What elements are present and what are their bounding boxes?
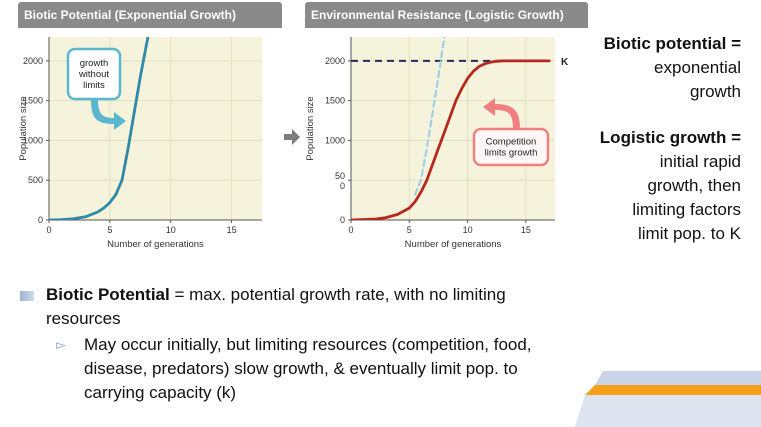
note1-title: Biotic potential = [603,34,741,53]
bullet-definition: = max. potential growth rate, with no li… [46,285,506,328]
growth-curve [351,59,551,220]
y-tick-label: 500 [28,175,43,185]
logistic-growth-panel: Environmental Resistance (Logistic Growt… [305,2,588,258]
annotation-callout: growth without limits [66,47,126,130]
exponential-reference-line [413,37,446,196]
triangle-bullet-icon: ▻ [56,337,66,352]
y-tick-label: 0 [340,215,345,225]
growth-curve [49,37,150,220]
annotation-text: Competition limits growth [485,137,538,159]
x-tick-label: 15 [521,225,531,235]
decorative-corner-stripes [575,371,761,427]
y-tick-label: 2000 [23,56,43,66]
biotic-potential-note: Biotic potential = exponential growth [604,32,741,104]
y-tick-label: 1000 [23,135,43,145]
bullet-item-sub: ▻ May occur initially, but limiting reso… [20,333,560,405]
square-bullet-icon [20,291,34,301]
y-tick-label: 1500 [325,96,345,106]
bullet-item-main: Biotic Potential = max. potential growth… [20,283,560,331]
bullet-term: Biotic Potential [46,285,170,304]
note2-line3: limiting factors [632,200,741,219]
note2-line2: growth, then [647,176,741,195]
y-axis-label: Population size [305,96,316,160]
logistic-growth-note: Logistic growth = initial rapid growth, … [600,126,741,246]
y-tick-label: 0 [38,215,43,225]
left-panel-title: Biotic Potential (Exponential Growth) [18,2,282,28]
bullet-list: Biotic Potential = max. potential growth… [20,283,560,405]
logistic-growth-chart: 0 5 10 15 0 50 0 1000 1500 2000 Number of generati… [305,37,569,250]
note1-line2: growth [689,82,741,101]
note2-line1: initial rapid [659,152,741,171]
exponential-growth-panel: Biotic Potential (Exponential Growth) 0 5… [18,2,282,258]
note2-line4: limit pop. to K [638,224,741,243]
x-tick-label: 0 [46,225,51,235]
x-axis-label: Number of generations [405,239,502,250]
y-tick-label: 1500 [23,96,43,106]
annotation-callout: Competition limits growth [472,98,550,167]
carrying-capacity-label: K [561,57,569,68]
bullet-main-text: Biotic Potential = max. potential growth… [20,283,560,331]
x-tick-label: 0 [348,225,353,235]
x-axis-label: Number of generations [107,239,204,250]
y-tick-label: 1000 [325,135,345,145]
right-panel-title: Environmental Resistance (Logistic Growt… [305,2,588,28]
y-axis-label: Population size [18,96,29,160]
x-tick-label: 5 [107,225,112,235]
bullet-sub-text: May occur initially, but limiting resour… [84,335,532,402]
x-tick-label: 10 [166,225,176,235]
y-tick-label: 2000 [325,56,345,66]
note1-line1: exponential [654,58,741,77]
x-tick-label: 5 [407,225,412,235]
x-tick-label: 10 [463,225,473,235]
right-arrow-icon [284,129,300,145]
exponential-growth-chart: 0 5 10 15 0 500 1000 1500 2000 Number of generati… [18,37,262,250]
x-tick-label: 15 [227,225,237,235]
annotation-text: growth without limits [78,58,109,91]
note2-title: Logistic growth = [599,128,741,147]
